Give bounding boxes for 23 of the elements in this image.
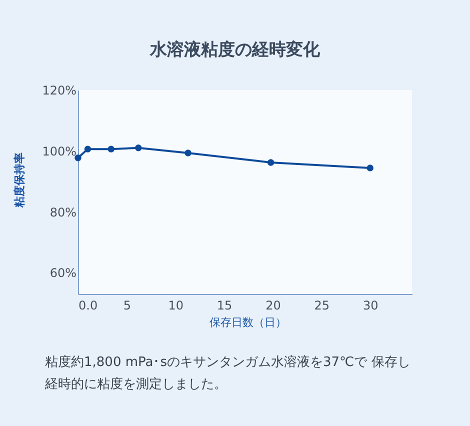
x-tick-label: 10: [168, 298, 184, 312]
x-tick-label: 0.0: [78, 298, 98, 312]
y-tick-label: 80%: [50, 205, 76, 220]
chart-title: 水溶液粘度の経時変化: [149, 40, 321, 60]
text: 経時的に粘度を測定しました。: [44, 376, 227, 392]
y-tick-label: 100%: [42, 144, 76, 158]
y-tick-label: 120%: [42, 84, 76, 98]
point: [108, 146, 114, 152]
point: [74, 154, 82, 162]
point: [184, 150, 192, 156]
point: [84, 146, 92, 152]
y-tick-label: 60%: [50, 266, 76, 280]
point: [366, 164, 374, 172]
x-tick-label: 30: [362, 298, 378, 312]
x-tick-label: 20: [266, 298, 281, 312]
text: 粘度約1,800 mPa･sのキサンタンガム水溶液を37℃で 保存し: [45, 354, 410, 370]
point: [135, 144, 142, 152]
x-axis-title: 保存日数（日）: [210, 316, 286, 329]
x-tick-label: 25: [314, 298, 330, 312]
x-tick-label: 15: [216, 298, 232, 312]
x-tick-label: 5: [123, 298, 132, 312]
y-axis-title: 粘度保持率: [13, 152, 26, 208]
point: [267, 159, 274, 166]
